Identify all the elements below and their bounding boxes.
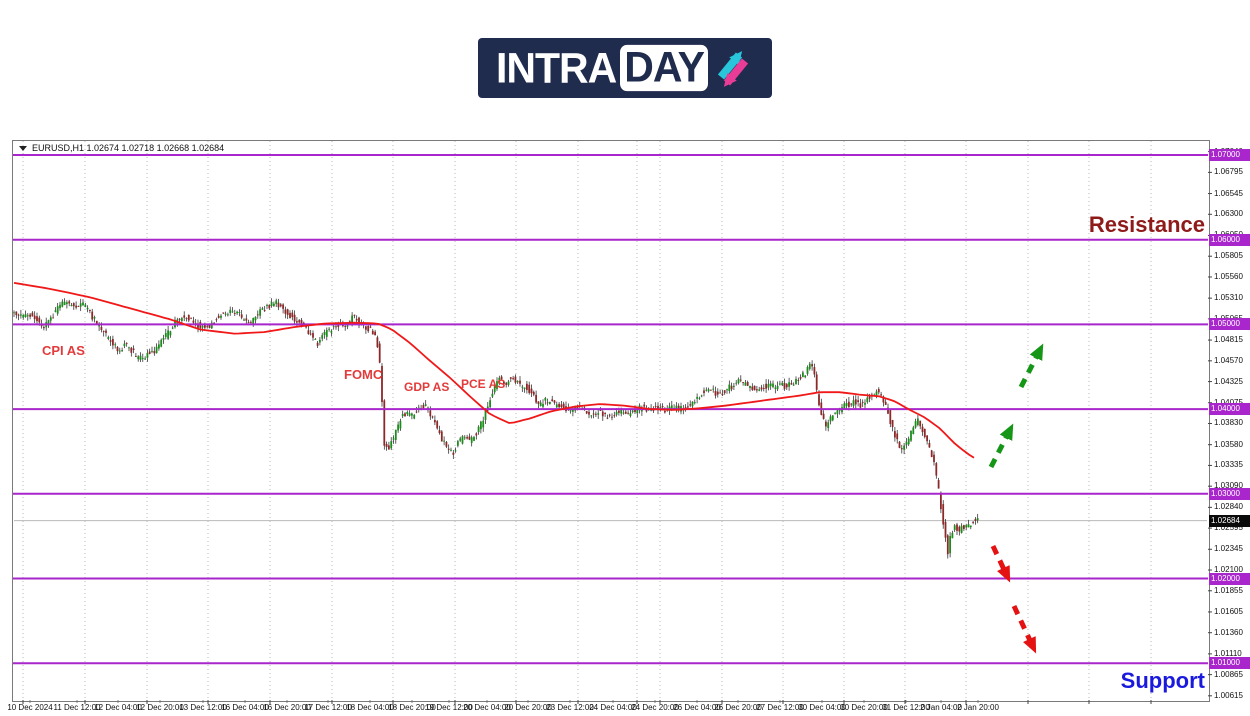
- annotation-cpi-as: CPI AS: [42, 343, 85, 358]
- time-axis-label: 18 Dec 04:00: [346, 703, 394, 712]
- price-axis-label: 1.03580: [1214, 439, 1243, 449]
- price-level-badge: 1.06000: [1209, 233, 1250, 246]
- price-axis-label: 1.02840: [1214, 502, 1243, 512]
- time-axis[interactable]: 10 Dec 2024 11 Dec 12:00 12 Dec 04:00 12 De…: [0, 700, 1250, 716]
- price-level-badge: 1.07000: [1209, 149, 1250, 161]
- price-axis-label: 1.06300: [1214, 209, 1243, 219]
- price-axis-label: 1.06795: [1214, 167, 1243, 177]
- price-axis-label: 1.04815: [1214, 335, 1243, 345]
- time-axis-label: 11 Dec 12:00: [53, 703, 101, 712]
- time-axis-label: 30 Dec 04:00: [798, 703, 846, 712]
- annotation-support: Support: [1120, 668, 1205, 693]
- time-axis-label: 2 Jan 20:00: [957, 703, 999, 712]
- chart-window[interactable]: [12, 140, 1210, 702]
- price-axis-label: 1.03335: [1214, 460, 1243, 470]
- symbol-dropdown-icon[interactable]: [19, 146, 27, 151]
- annotation-fomc: FOMC: [344, 367, 383, 382]
- annotation-pce-as: PCE AS: [461, 377, 506, 391]
- time-axis-label: 26 Dec 04:00: [673, 703, 721, 712]
- price-axis-label: 1.03830: [1214, 418, 1243, 428]
- price-level-badge: 1.05000: [1209, 318, 1250, 331]
- current-price-badge: 1.02684: [1209, 514, 1250, 527]
- logo-arrows-icon: [717, 51, 749, 87]
- price-level-badge: 1.01000: [1209, 657, 1250, 670]
- price-axis-label: 1.05310: [1214, 293, 1243, 303]
- price-axis-label: 1.01855: [1214, 585, 1243, 595]
- price-axis-label: 1.00615: [1214, 690, 1243, 700]
- price-axis-label: 1.02345: [1214, 544, 1243, 554]
- time-axis-label: 17 Dec 12:00: [304, 703, 352, 712]
- time-axis-label: 18 Dec 20:00: [388, 703, 436, 712]
- price-axis-label: 1.05805: [1214, 251, 1243, 261]
- price-axis-label: 1.04325: [1214, 376, 1243, 386]
- time-axis-label: 30 Dec 20:00: [840, 703, 888, 712]
- price-axis-label: 1.05560: [1214, 271, 1243, 281]
- time-axis-label: 16 Dec 20:00: [263, 703, 311, 712]
- price-axis-label: 1.04570: [1214, 355, 1243, 365]
- price-axis-label: 1.01360: [1214, 627, 1243, 637]
- time-axis-label: 26 Dec 20:00: [714, 703, 762, 712]
- time-axis-label: 10 Dec 2024: [7, 703, 53, 712]
- time-axis-label: 12 Dec 20:00: [136, 703, 184, 712]
- price-axis-label: 1.01605: [1214, 606, 1243, 616]
- time-axis-label: 20 Dec 04:00: [463, 703, 511, 712]
- time-axis-label: 13 Dec 12:00: [179, 703, 227, 712]
- time-axis-label: 19 Dec 12:00: [425, 703, 473, 712]
- annotation-gdp-as: GDP AS: [404, 380, 450, 394]
- time-axis-label: 31 Dec 12:00: [882, 703, 930, 712]
- price-axis-label: 1.06545: [1214, 188, 1243, 198]
- price-axis-label: 1.02595: [1214, 523, 1243, 533]
- time-axis-label: 20 Dec 20:00: [504, 703, 552, 712]
- price-level-badge: 1.03000: [1209, 487, 1250, 500]
- time-axis-label: 24 Dec 04:00: [589, 703, 637, 712]
- time-axis-label: 23 Dec 12:00: [546, 703, 594, 712]
- time-axis-label: 16 Dec 04:00: [221, 703, 269, 712]
- price-axis-label: 1.00865: [1214, 669, 1243, 679]
- price-axis-label: 1.01110: [1214, 648, 1242, 658]
- price-axis-label: 1.03090: [1214, 481, 1243, 491]
- chart-title-ohlc: EURUSD,H1 1.02674 1.02718 1.02668 1.0268…: [32, 143, 225, 153]
- annotation-resistance: Resistance: [1088, 212, 1205, 237]
- price-axis[interactable]: 1.070401.067951.065451.063001.060501.058…: [1209, 140, 1250, 716]
- price-axis-label: 1.04075: [1214, 398, 1243, 407]
- price-axis-label: 1.02100: [1214, 565, 1243, 575]
- time-axis-label: 12 Dec 04:00: [94, 703, 142, 712]
- time-axis-label: 2 Jan 04:00: [920, 703, 962, 712]
- intraday-logo: INTRA DAY: [478, 38, 772, 98]
- logo-text-day: DAY: [620, 44, 709, 92]
- price-level-badge: 1.04000: [1209, 403, 1250, 416]
- logo-text-intra: INTRA: [495, 43, 617, 92]
- time-axis-label: 24 Dec 20:00: [631, 703, 679, 712]
- price-level-badge: 1.02000: [1209, 572, 1250, 585]
- time-axis-label: 27 Dec 12:00: [756, 703, 804, 712]
